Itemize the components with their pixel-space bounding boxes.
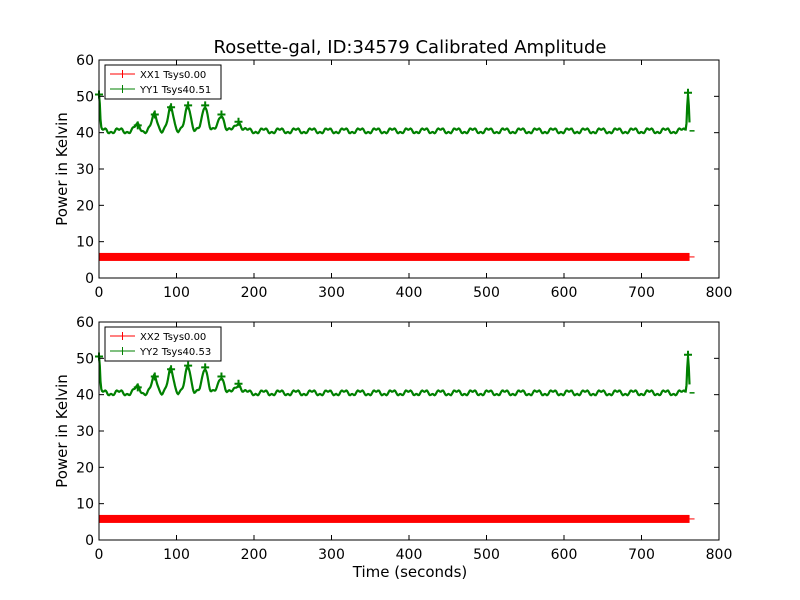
y-tick-label: 30: [76, 162, 94, 178]
y-axis-label: Power in Kelvin: [53, 112, 71, 226]
data-point: [234, 379, 243, 388]
y-tick-label: 40: [76, 388, 94, 404]
x-tick-label: 0: [95, 547, 104, 563]
data-point: [684, 350, 692, 359]
data-point: [150, 372, 159, 381]
data-point: [234, 117, 243, 126]
x-tick-label: 0: [95, 285, 104, 301]
series-band: [99, 514, 690, 523]
x-tick-label: 400: [396, 285, 423, 301]
panel-1: 0 100 200 300 400 500 600 700 800 0 10 20 30 40 50 60 Po…: [53, 53, 732, 301]
series-2-panel-2: [95, 350, 695, 397]
y-tick-label: 60: [76, 315, 94, 331]
x-axis-label: Time (seconds): [352, 563, 468, 581]
y-axis-label: Power in Kelvin: [53, 374, 71, 488]
series-band: [99, 252, 690, 261]
y-tick-label: 50: [76, 89, 94, 105]
legend-entry: YY2 Tsys40.53: [139, 347, 211, 358]
legend: XX2 Tsys0.00 YY2 Tsys40.53: [104, 326, 222, 362]
data-point: [167, 365, 176, 374]
x-tick-label: 500: [473, 285, 500, 301]
series-line: [97, 94, 691, 135]
legend-entry: XX2 Tsys0.00: [140, 332, 206, 343]
data-point: [184, 361, 193, 370]
legend-entry: YY1 Tsys40.51: [139, 85, 211, 96]
data-point: [167, 103, 176, 112]
data-point: [684, 88, 692, 97]
y-tick-label: 40: [76, 126, 94, 142]
series-line: [97, 356, 691, 397]
legend-box: [104, 64, 222, 100]
y-tick-label: 0: [85, 533, 94, 549]
y-tick-label: 50: [76, 351, 94, 367]
data-point: [133, 383, 142, 392]
y-tick-label: 20: [76, 198, 94, 214]
panel-2: 0 100 200 300 400 500 600 700 800 0 10 20 30 40 50 60 Po…: [53, 315, 732, 563]
x-tick-label: 600: [551, 547, 578, 563]
x-tick-label: 700: [628, 547, 655, 563]
x-tick-label: 400: [396, 547, 423, 563]
legend: XX1 Tsys0.00 YY1 Tsys40.51: [104, 64, 222, 100]
x-tick-label: 200: [241, 547, 268, 563]
data-point: [133, 121, 142, 130]
y-tick-label: 30: [76, 424, 94, 440]
x-tick-label: 100: [163, 547, 190, 563]
data-point: [217, 110, 226, 119]
chart-title: Rosette-gal, ID:34579 Calibrated Amplitu…: [214, 37, 607, 58]
y-tick-label: 10: [76, 235, 94, 251]
data-point: [150, 110, 159, 119]
x-tick-label: 300: [318, 285, 345, 301]
data-point: [184, 101, 193, 110]
data-point: [201, 101, 210, 110]
x-tick-label: 100: [163, 285, 190, 301]
x-tick-label: 700: [628, 285, 655, 301]
legend-entry: XX1 Tsys0.00: [140, 70, 206, 81]
x-tick-label: 200: [241, 285, 268, 301]
legend-box: [104, 326, 222, 362]
x-tick-label: 800: [706, 285, 733, 301]
y-tick-label: 0: [85, 271, 94, 287]
data-point: [217, 372, 226, 381]
y-tick-label: 60: [76, 53, 94, 69]
x-tick-label: 300: [318, 547, 345, 563]
x-tick-label: 600: [551, 285, 578, 301]
y-tick-label: 10: [76, 497, 94, 513]
x-tick-label: 800: [706, 547, 733, 563]
series-1-panel-1: [99, 252, 695, 261]
series-1-panel-2: [99, 514, 695, 523]
x-tick-label: 500: [473, 547, 500, 563]
series-2-panel-1: [95, 88, 695, 135]
data-point: [201, 363, 210, 372]
y-tick-label: 20: [76, 460, 94, 476]
